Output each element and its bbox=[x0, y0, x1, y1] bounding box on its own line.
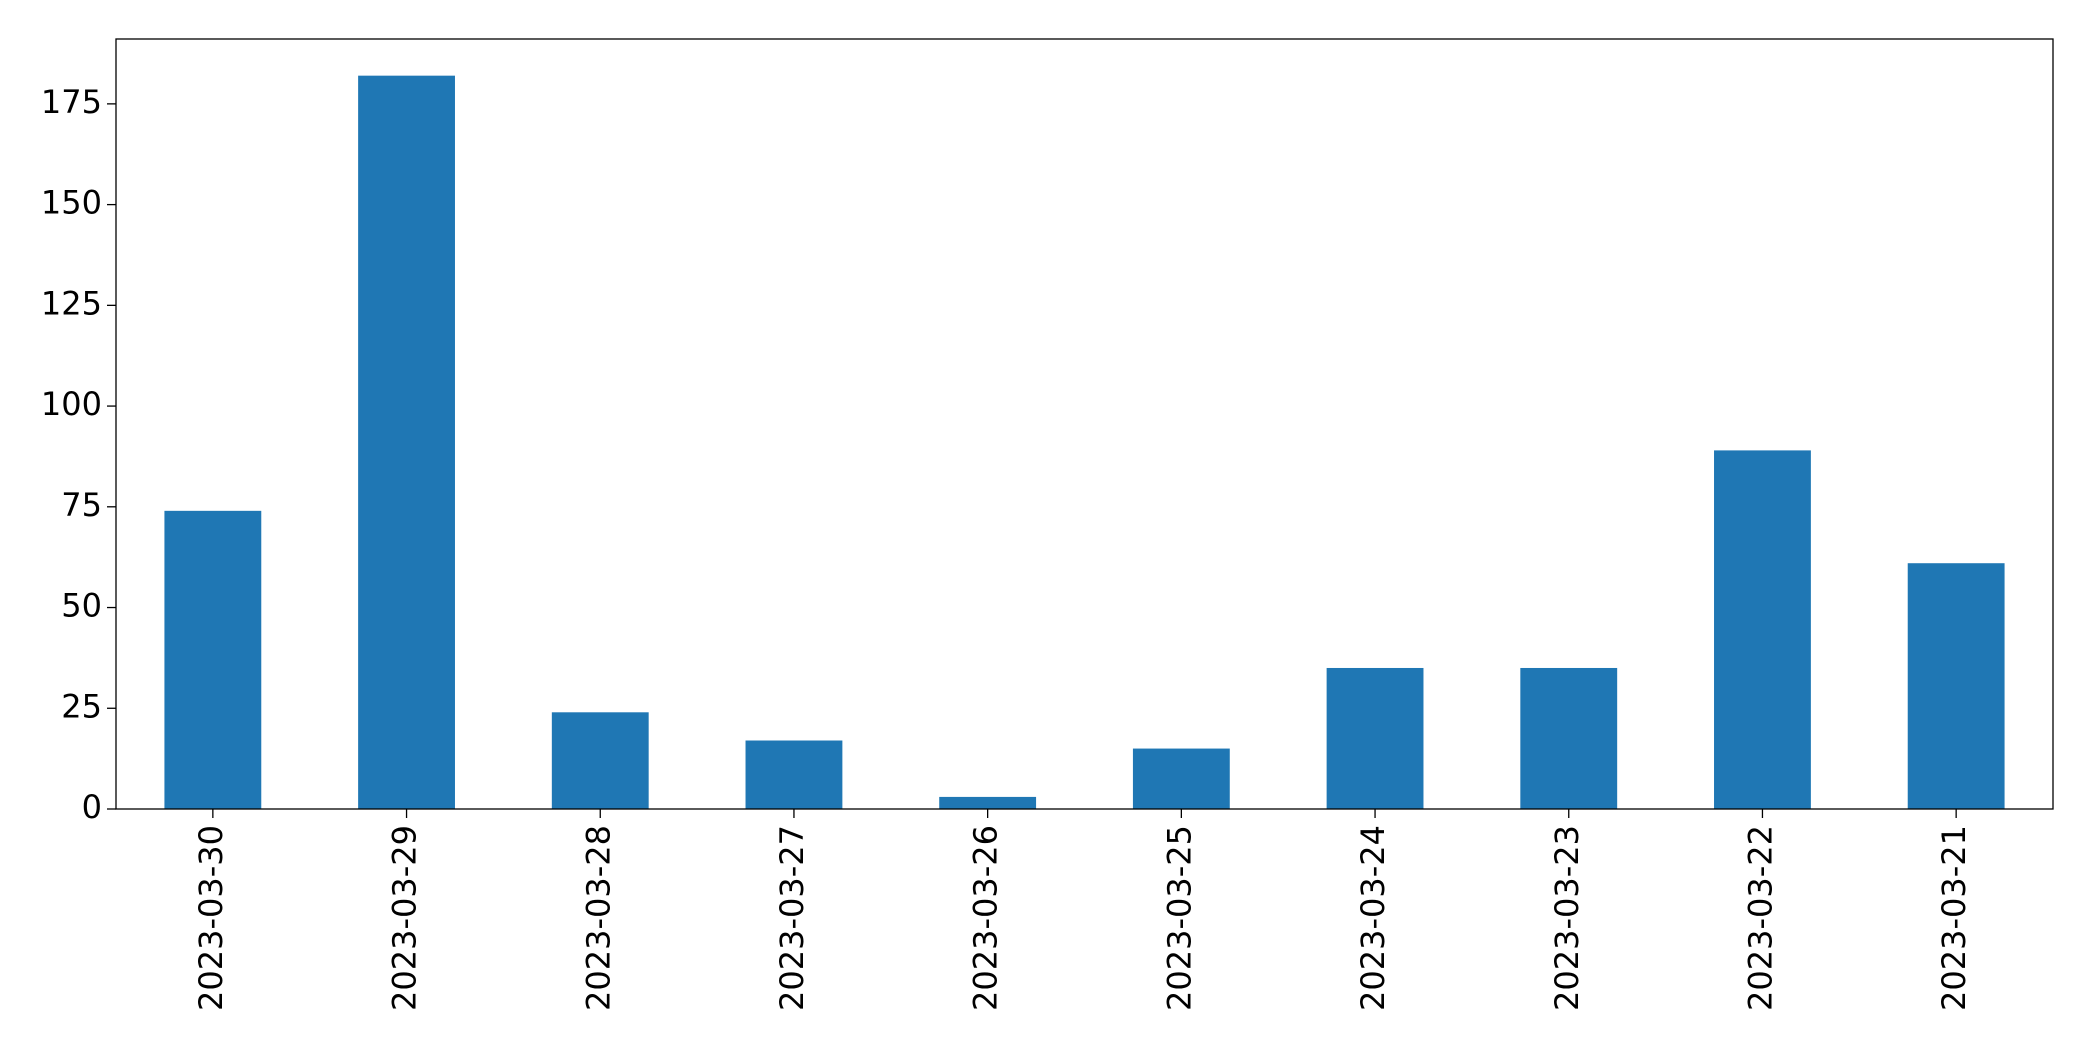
y-tick-label: 25 bbox=[61, 687, 102, 725]
bar bbox=[1520, 667, 1618, 809]
bar bbox=[1714, 450, 1811, 809]
y-tick-label: 175 bbox=[41, 83, 102, 121]
bar bbox=[745, 740, 843, 809]
bar bbox=[1326, 667, 1424, 809]
y-tick-label: 100 bbox=[41, 385, 102, 423]
bar bbox=[551, 712, 649, 809]
x-tick-label: 2023-03-30 bbox=[192, 825, 230, 1011]
y-tick-label: 125 bbox=[41, 284, 102, 322]
x-tick-label: 2023-03-29 bbox=[386, 825, 424, 1011]
x-tick-label: 2023-03-22 bbox=[1741, 825, 1779, 1011]
x-tick-label: 2023-03-26 bbox=[967, 825, 1005, 1011]
bar bbox=[164, 510, 262, 809]
bar bbox=[1132, 748, 1230, 809]
y-tick-label: 75 bbox=[61, 486, 102, 524]
bar bbox=[358, 75, 455, 809]
x-tick-label: 2023-03-25 bbox=[1160, 825, 1198, 1011]
x-tick-label: 2023-03-28 bbox=[579, 825, 617, 1011]
x-tick-label: 2023-03-27 bbox=[773, 825, 811, 1011]
axes-frame bbox=[115, 38, 2054, 810]
y-tick-label: 0 bbox=[82, 788, 102, 826]
y-tick-label: 50 bbox=[61, 587, 102, 625]
y-tick-label: 150 bbox=[41, 184, 102, 222]
x-tick-label: 2023-03-24 bbox=[1354, 825, 1392, 1011]
x-tick-label: 2023-03-21 bbox=[1935, 825, 1973, 1011]
x-tick-label: 2023-03-23 bbox=[1548, 825, 1586, 1011]
bar bbox=[1907, 563, 2005, 809]
bar bbox=[939, 796, 1037, 809]
